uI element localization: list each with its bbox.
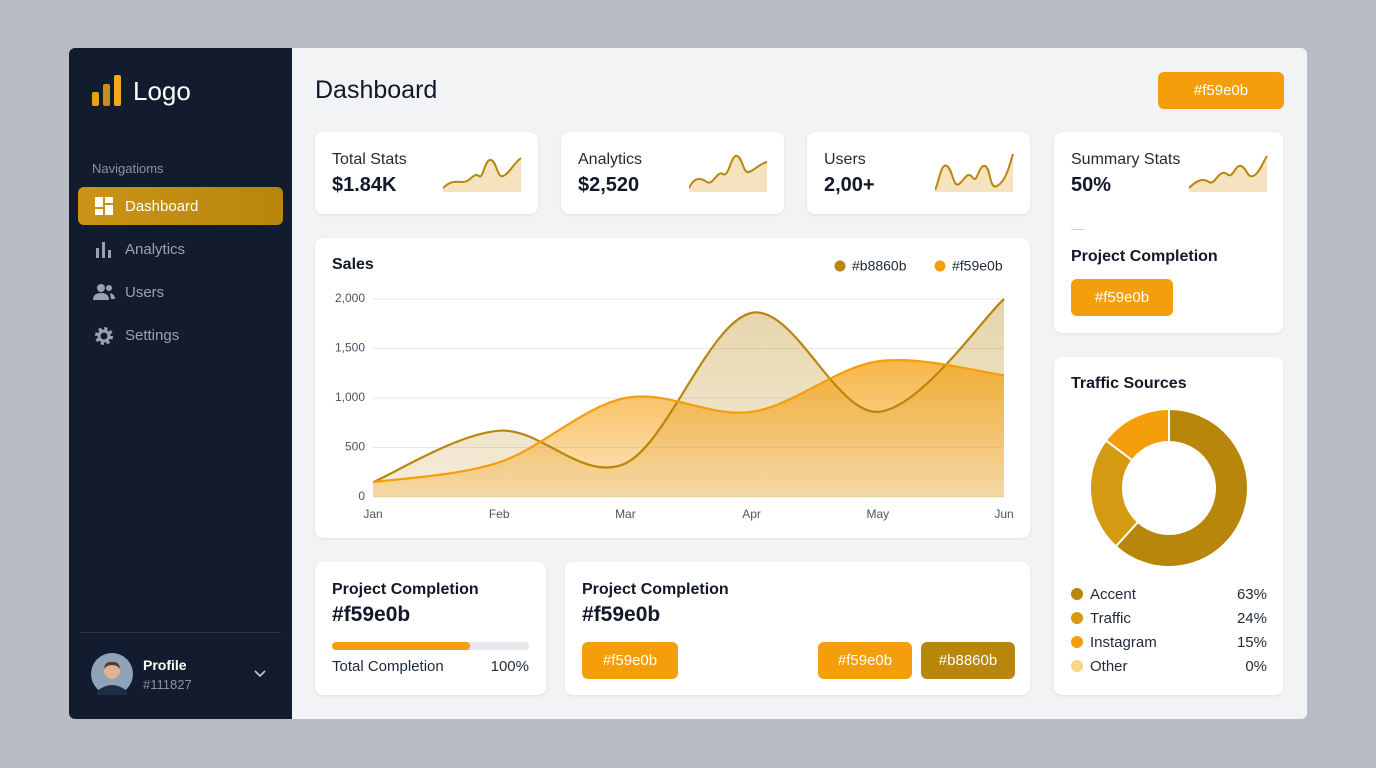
donut-slice <box>1114 407 1249 568</box>
users-icon <box>93 284 115 300</box>
x-tick-label: Feb <box>489 507 510 521</box>
stat-label: Users <box>824 151 866 168</box>
stat-value: 50% <box>1071 174 1112 196</box>
logo-text: Logo <box>133 76 191 106</box>
legend-label: Instagram <box>1090 634 1157 651</box>
legend-swatch <box>1071 660 1083 672</box>
logo-icon <box>92 75 121 106</box>
progress-fill <box>332 642 470 650</box>
divider <box>80 632 281 633</box>
sparkline <box>935 153 1014 192</box>
legend-label: #f59e0b <box>952 258 1003 274</box>
legend-swatch <box>1071 612 1083 624</box>
legend-label: Traffic <box>1090 610 1131 627</box>
y-tick-label: 0 <box>358 489 365 503</box>
project-title: Project Completion <box>332 581 479 598</box>
stat-card <box>315 132 538 214</box>
nav-item[interactable]: Settings <box>125 327 180 344</box>
settings-icon <box>95 327 113 345</box>
x-tick-label: Mar <box>615 507 636 521</box>
project-value: #f59e0b <box>332 603 411 626</box>
nav-item[interactable]: Users <box>125 284 165 301</box>
y-tick-label: 1,500 <box>335 341 365 355</box>
legend-value: 63% <box>1237 586 1267 603</box>
stat-value: 2,00+ <box>824 174 875 196</box>
legend-swatch <box>834 260 846 272</box>
legend-label: Accent <box>1090 586 1137 603</box>
legend-swatch <box>934 260 946 272</box>
y-tick-label: 1,000 <box>335 390 365 404</box>
dashboard-icon <box>95 197 113 215</box>
stat-label: Summary Stats <box>1071 151 1181 168</box>
header-button[interactable]: #f59e0b <box>1158 72 1284 109</box>
project-button[interactable]: #f59e0b <box>818 642 912 679</box>
divider <box>1071 229 1085 230</box>
x-tick-label: Apr <box>742 507 761 521</box>
sparkline <box>443 157 522 192</box>
nav-item[interactable]: Dashboard <box>125 198 199 215</box>
series-line <box>372 359 1005 484</box>
legend-label: Other <box>1090 658 1128 675</box>
series-line <box>372 298 1005 484</box>
chart-title: Sales <box>332 256 374 273</box>
project-value: #f59e0b <box>582 603 661 626</box>
y-tick-label: 2,000 <box>335 291 365 305</box>
chart-title: Traffic Sources <box>1071 375 1187 392</box>
sparkline <box>1189 155 1268 192</box>
project-title: Project Completion <box>582 581 729 598</box>
stat-value: $2,520 <box>578 174 640 196</box>
y-tick-label: 500 <box>345 440 365 454</box>
analytics-icon <box>96 242 111 258</box>
project-card <box>315 562 546 695</box>
page-title: Dashboard <box>315 76 438 104</box>
summary-title: Project Completion <box>1071 248 1218 265</box>
legend-label: #b8860b <box>852 258 907 274</box>
project-button[interactable]: #b8860b <box>921 642 1015 679</box>
x-tick-label: Jun <box>994 507 1013 521</box>
legend-value: 0% <box>1245 658 1267 675</box>
profile-name: Profile <box>143 657 187 673</box>
legend-swatch <box>1071 636 1083 648</box>
series-area <box>373 360 1004 497</box>
legend-value: 15% <box>1237 634 1267 651</box>
avatar[interactable] <box>91 653 133 695</box>
project-button[interactable]: #f59e0b <box>582 642 678 679</box>
traffic-chart: Traffic Sources Accent 63% Traffic 24% Insta… <box>1071 375 1267 675</box>
legend-swatch <box>1071 588 1083 600</box>
legend-value: 24% <box>1237 610 1267 627</box>
stat-card <box>807 132 1030 214</box>
stat-value: $1.84K <box>332 174 397 196</box>
nav-section-label: Navigatioms <box>92 161 164 176</box>
profile-sub: #111827 <box>143 677 192 692</box>
x-tick-label: Jan <box>363 507 382 521</box>
summary-button[interactable]: #f59e0b <box>1071 279 1173 316</box>
progress-label: Total Completion <box>332 658 444 675</box>
profile-chevron[interactable] <box>254 670 266 678</box>
stat-label: Total Stats <box>332 151 407 168</box>
nav-item[interactable]: Analytics <box>125 241 186 258</box>
x-tick-label: May <box>866 507 889 521</box>
sales-chart: Sales 0 500 1,000 1,500 2,000 Jan Feb Mar Apr May… <box>332 256 1014 521</box>
sparkline <box>689 155 768 192</box>
progress-value: 100% <box>490 658 529 675</box>
stat-label: Analytics <box>578 151 643 168</box>
sidebar <box>69 48 292 719</box>
